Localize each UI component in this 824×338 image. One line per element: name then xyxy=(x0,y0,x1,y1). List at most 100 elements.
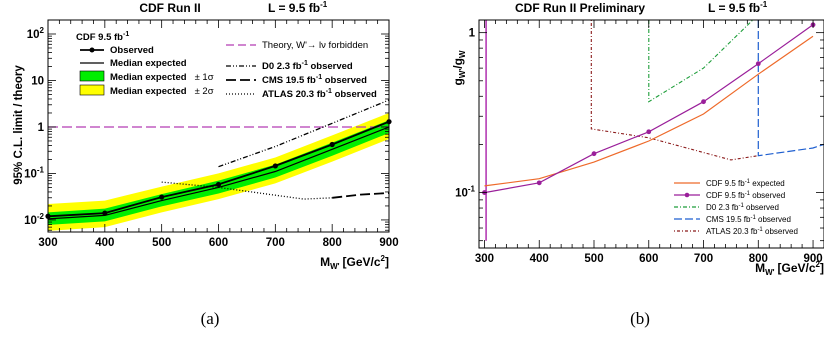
legend-a-2sigma-label: Median expected xyxy=(110,86,187,97)
panel-a-xtick-label: 600 xyxy=(209,237,228,249)
b-cms-line xyxy=(757,20,824,157)
legend-b-cdf-exp-text: CDF 9.5 fb xyxy=(706,179,745,188)
panel-b-ylabel-slash: / xyxy=(451,65,465,69)
legend-a-atlas-text: ATLAS 20.3 fb xyxy=(262,89,326,100)
legend-b-cdf-exp-sup: -1 xyxy=(745,179,751,185)
panel-a-ytick-label-exp: -2 xyxy=(37,212,45,221)
legend-a-cms-tail: observed xyxy=(322,75,367,86)
legend-a-atlas-sup: -1 xyxy=(326,88,332,95)
legend-b-cdf-obs-marker xyxy=(684,192,690,198)
panel-b-xlabel-sup: 2 xyxy=(816,260,821,269)
panel-a-xlabel-sub: W' xyxy=(330,262,340,271)
legend-b-atlas-tail: observed xyxy=(763,227,798,236)
panel-b-frame xyxy=(478,19,824,249)
legend-a-observed-marker xyxy=(89,47,95,53)
legend-a-observed: Observed xyxy=(110,45,154,56)
legend-b-cdf-obs-tail: observed xyxy=(750,191,785,200)
b-cdf-observed-point xyxy=(701,99,706,105)
panel-a-ytick-label: 102 xyxy=(27,26,45,41)
panel-b-lumi-sup: -1 xyxy=(760,0,768,9)
legend-b-d0-text: D0 2.3 fb xyxy=(706,203,739,212)
panel-a-lumi-base: L = 9.5 fb xyxy=(268,1,320,15)
observed-point xyxy=(272,163,278,169)
b-cdf-expected-line xyxy=(484,35,814,187)
observed-point xyxy=(102,210,108,216)
panel-a-xtick-label: 700 xyxy=(266,237,285,249)
legend-b-d0-tail: observed xyxy=(744,203,779,212)
panel-b-xtick-label: 800 xyxy=(749,253,768,265)
b-d0-line xyxy=(648,19,754,103)
observed-point xyxy=(329,141,335,148)
panel-b-ytick-label: 1 xyxy=(469,28,476,40)
panel-b-xtick-label: 300 xyxy=(475,253,494,265)
panel-b-xtick-label: 700 xyxy=(694,253,713,265)
b-cdf-observed-point xyxy=(755,61,761,67)
legend-a-header-sup: -1 xyxy=(123,31,129,38)
panel-b-lines xyxy=(482,19,824,241)
panel-a-lumi: L = 9.5 fb-1 xyxy=(268,0,328,15)
legend-a-cms-text: CMS 19.5 fb xyxy=(262,75,316,86)
legend-b-cdf-exp-tail: expected xyxy=(750,179,785,188)
b-atlas-line xyxy=(590,20,759,161)
legend-a-expected: Median expected xyxy=(110,58,187,69)
panel-a-xlabel-sup: 2 xyxy=(381,254,386,263)
legend-a-cms: CMS 19.5 fb-1 observed xyxy=(262,74,367,86)
legend-a-1sigma: Median expected ± 1σ xyxy=(110,72,214,83)
legend-b-cdf-obs-sup: -1 xyxy=(745,191,751,197)
panel-a-legend-left: CDF 9.5 fb-1 Observed Median expected Me… xyxy=(76,31,214,97)
panel-b-ytick-label-base: 10 xyxy=(455,188,468,200)
panel-a-ylabel: 95% C.L. limit / theory xyxy=(13,65,25,185)
legend-b-atlas-text: ATLAS 20.3 fb xyxy=(706,227,758,236)
panel-a-title: CDF Run II xyxy=(139,1,200,15)
panel-a-ytick-label: 1 xyxy=(38,122,45,134)
panel-a-caption: (a) xyxy=(201,309,220,328)
panel-b-xlabel: MW' [GeV/c2] xyxy=(755,260,824,277)
panel-a-xlabel-units: [GeV/c xyxy=(343,255,381,269)
panel-a-ytick-label-exp: 2 xyxy=(40,26,45,35)
panel-a-ytick-label-base: 10 xyxy=(24,168,37,180)
panel-a-ytick-label-base: 10 xyxy=(31,75,44,87)
panel-a-xtick-label: 500 xyxy=(152,237,171,249)
legend-a-atlas: ATLAS 20.3 fb-1 observed xyxy=(262,88,377,100)
panel-b-ylabel-sub2: W xyxy=(458,50,467,58)
panel-b-xtick-label: 500 xyxy=(584,253,603,265)
b-cdf-observed-point xyxy=(646,129,652,135)
b-cdf-observed-point xyxy=(536,180,542,186)
legend-a-1sigma-swatch xyxy=(79,70,105,82)
panel-a-ytick-label: 10-1 xyxy=(24,165,44,180)
panel-b-legend: CDF 9.5 fb-1 expected CDF 9.5 fb-1 obser… xyxy=(674,179,798,236)
legend-b-atlas-sup: -1 xyxy=(757,227,763,233)
legend-a-2sigma-swatch xyxy=(79,84,105,96)
panel-b-ytick-label-base: 1 xyxy=(469,28,476,40)
panel-a-ytick-label-base: 10 xyxy=(27,29,40,41)
legend-b-cms: CMS 19.5 fb-1 observed xyxy=(706,215,791,224)
panel-a-ytick-label: 10 xyxy=(31,75,44,87)
panel-b-ylabel-sub1: W' xyxy=(458,69,467,79)
legend-a-d0-sup: -1 xyxy=(302,60,308,67)
panel-b-xlabel-units: [GeV/c xyxy=(778,261,816,275)
panel-a-xtick-label: 800 xyxy=(323,237,342,249)
legend-a-1sigma-suffix: ± 1σ xyxy=(195,72,214,83)
panel-a-ytick-label-exp: -1 xyxy=(37,165,45,174)
legend-a-d0-tail: observed xyxy=(308,61,353,72)
legend-b-cdf-obs: CDF 9.5 fb-1 observed xyxy=(706,191,785,200)
panel-a-lines xyxy=(45,99,392,220)
observed-point xyxy=(159,194,165,200)
legend-b-cdf-obs-text: CDF 9.5 fb xyxy=(706,191,745,200)
panel-a-lumi-sup: -1 xyxy=(320,0,328,9)
observed-point xyxy=(215,181,222,188)
legend-a-1sigma-label: Median expected xyxy=(110,72,187,83)
panel-a-xlabel-m: M xyxy=(320,255,330,269)
legend-a-d0-text: D0 2.3 fb xyxy=(262,61,302,72)
legend-a-header-text: CDF 9.5 fb xyxy=(76,32,123,43)
panel-a-ytick-label-base: 1 xyxy=(38,122,45,134)
panel-a-frame xyxy=(47,19,390,233)
legend-a-theory: Theory, W'→ lν forbidden xyxy=(262,40,368,51)
panel-a-xlabel-end: ] xyxy=(385,255,389,269)
d0-line xyxy=(218,99,390,168)
panel-a-ytick-label-base: 10 xyxy=(24,215,37,227)
